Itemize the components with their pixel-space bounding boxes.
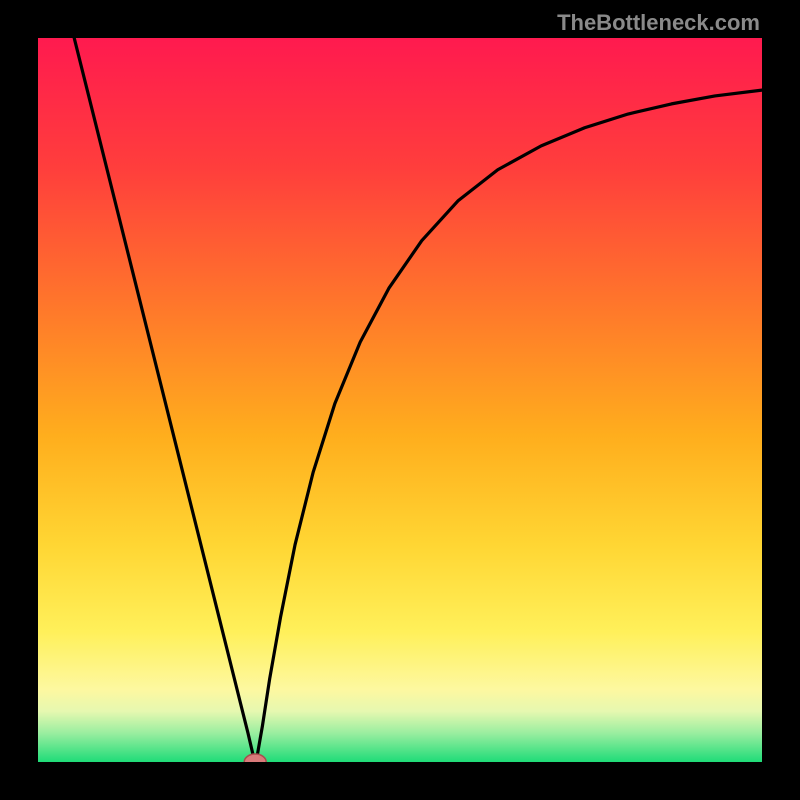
watermark-text: TheBottleneck.com	[557, 10, 760, 36]
plot-area	[38, 38, 762, 762]
gradient-background	[38, 38, 762, 762]
chart-frame: TheBottleneck.com	[0, 0, 800, 800]
